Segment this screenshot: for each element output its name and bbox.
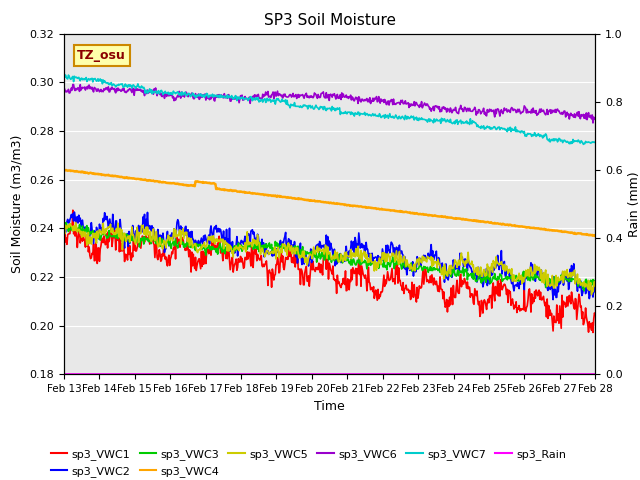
- sp3_VWC5: [125, 233, 133, 239]
- sp3_VWC6: [410, 99, 418, 105]
- Legend: sp3_VWC1, sp3_VWC2, sp3_VWC3, sp3_VWC4, sp3_VWC5, sp3_VWC6, sp3_VWC7, sp3_Rain: sp3_VWC1, sp3_VWC2, sp3_VWC3, sp3_VWC4, …: [46, 444, 570, 480]
- sp3_Rain: [207, 372, 214, 377]
- sp3_VWC2: [125, 228, 133, 234]
- Line: sp3_VWC6: sp3_VWC6: [64, 84, 595, 123]
- sp3_VWC6: [589, 120, 597, 126]
- sp3_VWC5: [395, 262, 403, 267]
- sp3_VWC6: [125, 86, 133, 92]
- sp3_Rain: [591, 372, 599, 377]
- sp3_VWC1: [591, 312, 599, 317]
- sp3_VWC7: [591, 140, 599, 145]
- sp3_Rain: [179, 372, 186, 377]
- sp3_VWC1: [410, 282, 418, 288]
- sp3_VWC1: [589, 330, 597, 336]
- sp3_VWC1: [70, 229, 78, 235]
- sp3_VWC5: [588, 292, 595, 298]
- sp3_VWC1: [395, 265, 403, 271]
- sp3_VWC2: [207, 223, 215, 229]
- sp3_VWC1: [207, 252, 215, 258]
- Line: sp3_VWC1: sp3_VWC1: [64, 210, 595, 333]
- Line: sp3_VWC3: sp3_VWC3: [64, 223, 595, 291]
- sp3_VWC2: [179, 231, 187, 237]
- Line: sp3_VWC5: sp3_VWC5: [64, 222, 595, 295]
- sp3_VWC3: [61, 220, 68, 226]
- Line: sp3_VWC7: sp3_VWC7: [64, 75, 595, 144]
- sp3_VWC5: [207, 233, 215, 239]
- sp3_VWC3: [70, 225, 78, 231]
- sp3_VWC2: [549, 297, 557, 302]
- sp3_VWC4: [395, 208, 403, 214]
- sp3_VWC3: [395, 262, 403, 267]
- sp3_VWC4: [179, 181, 187, 187]
- sp3_VWC4: [70, 168, 78, 174]
- sp3_VWC4: [61, 167, 68, 173]
- sp3_VWC6: [69, 82, 77, 87]
- sp3_Rain: [70, 372, 77, 377]
- X-axis label: Time: Time: [314, 400, 345, 413]
- sp3_VWC3: [207, 244, 215, 250]
- sp3_VWC7: [61, 72, 69, 78]
- sp3_VWC3: [60, 222, 68, 228]
- sp3_VWC5: [410, 262, 418, 267]
- sp3_Rain: [394, 372, 402, 377]
- sp3_VWC5: [72, 219, 79, 225]
- Line: sp3_VWC4: sp3_VWC4: [64, 170, 595, 236]
- sp3_VWC7: [410, 117, 418, 123]
- sp3_VWC7: [179, 91, 187, 96]
- sp3_VWC5: [591, 283, 599, 289]
- Y-axis label: Soil Moisture (m3/m3): Soil Moisture (m3/m3): [11, 135, 24, 273]
- sp3_VWC1: [69, 207, 77, 213]
- Y-axis label: Rain (mm): Rain (mm): [628, 171, 640, 237]
- sp3_VWC7: [207, 93, 215, 99]
- sp3_Rain: [124, 372, 132, 377]
- sp3_VWC2: [410, 263, 418, 268]
- sp3_Rain: [60, 372, 68, 377]
- sp3_VWC4: [125, 175, 133, 180]
- sp3_VWC7: [580, 142, 588, 147]
- sp3_VWC6: [70, 86, 78, 92]
- sp3_VWC6: [207, 96, 215, 102]
- sp3_VWC4: [60, 167, 68, 173]
- sp3_VWC1: [60, 250, 68, 256]
- Text: TZ_osu: TZ_osu: [77, 49, 126, 62]
- sp3_VWC2: [70, 218, 77, 224]
- sp3_VWC4: [207, 180, 215, 186]
- sp3_Rain: [410, 372, 417, 377]
- sp3_VWC7: [60, 75, 68, 81]
- sp3_VWC5: [179, 226, 187, 232]
- sp3_VWC2: [395, 250, 403, 256]
- sp3_VWC1: [125, 252, 133, 257]
- sp3_VWC7: [395, 114, 403, 120]
- sp3_VWC4: [591, 233, 599, 239]
- sp3_VWC4: [410, 210, 418, 216]
- sp3_VWC3: [580, 288, 588, 294]
- sp3_VWC2: [591, 289, 599, 295]
- sp3_VWC5: [70, 223, 77, 229]
- sp3_VWC1: [179, 235, 187, 240]
- sp3_VWC3: [179, 240, 187, 245]
- sp3_VWC3: [410, 264, 418, 270]
- sp3_VWC3: [591, 277, 599, 283]
- Line: sp3_VWC2: sp3_VWC2: [64, 212, 595, 300]
- sp3_VWC2: [70, 209, 78, 215]
- sp3_VWC7: [70, 73, 78, 79]
- sp3_VWC6: [591, 115, 599, 121]
- sp3_VWC5: [60, 228, 68, 234]
- sp3_VWC6: [60, 84, 68, 90]
- sp3_VWC3: [125, 238, 133, 243]
- Title: SP3 Soil Moisture: SP3 Soil Moisture: [264, 13, 396, 28]
- sp3_VWC2: [60, 219, 68, 225]
- sp3_VWC6: [395, 100, 403, 106]
- sp3_VWC7: [125, 82, 133, 88]
- sp3_VWC6: [179, 93, 187, 99]
